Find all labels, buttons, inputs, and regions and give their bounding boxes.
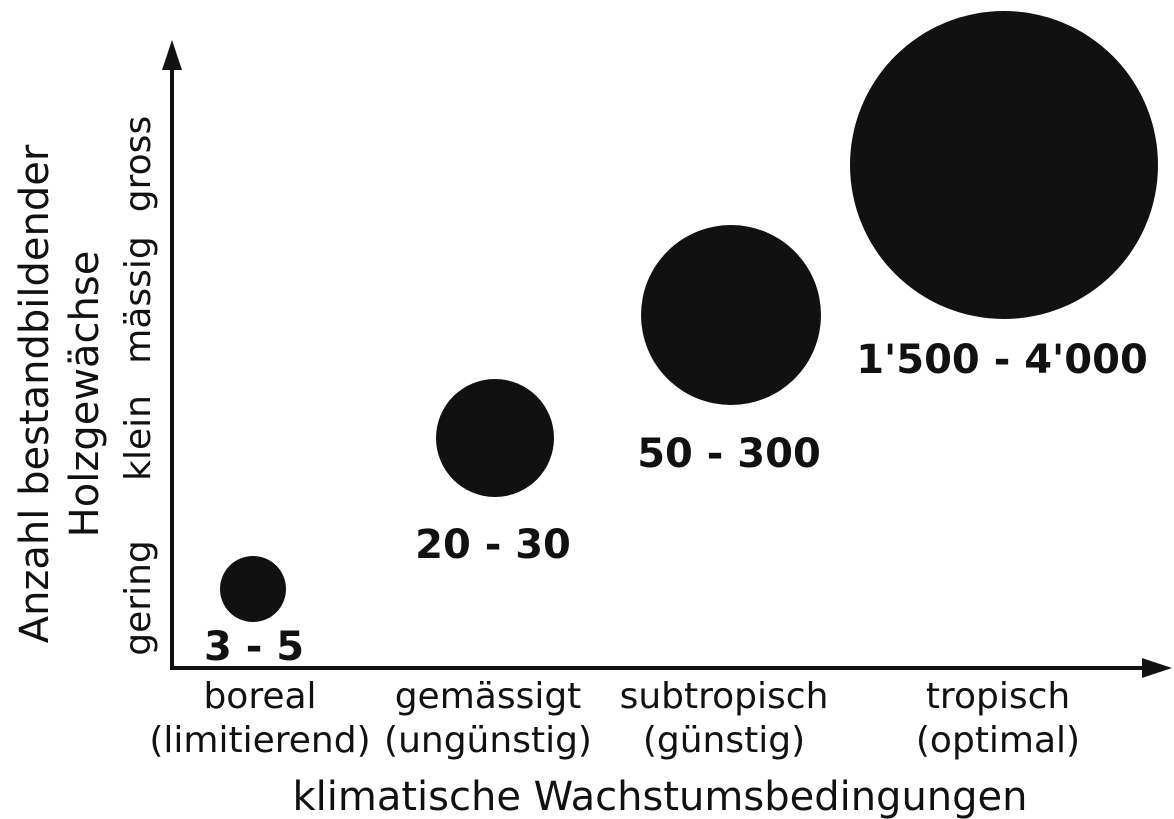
bubble-marker — [436, 379, 554, 497]
y-scale-label: mässig — [118, 236, 159, 364]
y-axis-title-line: Holzgewächse — [62, 251, 108, 538]
bubble-value-label: 50 - 300 — [637, 431, 821, 477]
y-scale-label: klein — [118, 395, 159, 481]
x-axis-categories: boreal(limitierend) gemässigt(ungünstig) s… — [149, 676, 1080, 761]
bubble-value-label: 1'500 - 4'000 — [856, 337, 1148, 383]
x-axis-title: klimatische Wachstumsbedingungen — [293, 774, 1028, 819]
bubble-value-label: 20 - 30 — [415, 522, 571, 568]
x-category-qualifier: (ungünstig) — [384, 720, 592, 761]
x-axis-arrow-icon — [1142, 658, 1172, 678]
axes — [162, 40, 1172, 678]
y-axis-title-line: Anzahl bestandbildender — [12, 144, 58, 643]
x-category-label: subtropisch — [620, 676, 829, 717]
bubble-marker — [850, 11, 1158, 319]
x-category-label: boreal — [203, 676, 316, 717]
x-category-qualifier: (limitierend) — [149, 720, 370, 761]
y-scale-label: gross — [118, 116, 159, 212]
bubbles: 3 - 5 20 - 30 50 - 300 1'500 - 4'000 — [204, 11, 1158, 670]
y-scale-label: gering — [118, 540, 159, 655]
y-axis-scale-labels: gering klein mässig gross — [118, 116, 159, 656]
x-category-qualifier: (günstig) — [643, 720, 805, 761]
bubble-marker — [641, 225, 821, 405]
x-category-label: tropisch — [926, 676, 1070, 717]
x-category-label: gemässigt — [395, 676, 582, 717]
x-category-qualifier: (optimal) — [916, 720, 1080, 761]
y-axis-arrow-icon — [162, 40, 182, 70]
bubble-value-label: 3 - 5 — [204, 624, 304, 670]
bubble-marker — [220, 556, 286, 622]
y-axis-title: Anzahl bestandbildender Holzgewächse — [12, 144, 108, 643]
